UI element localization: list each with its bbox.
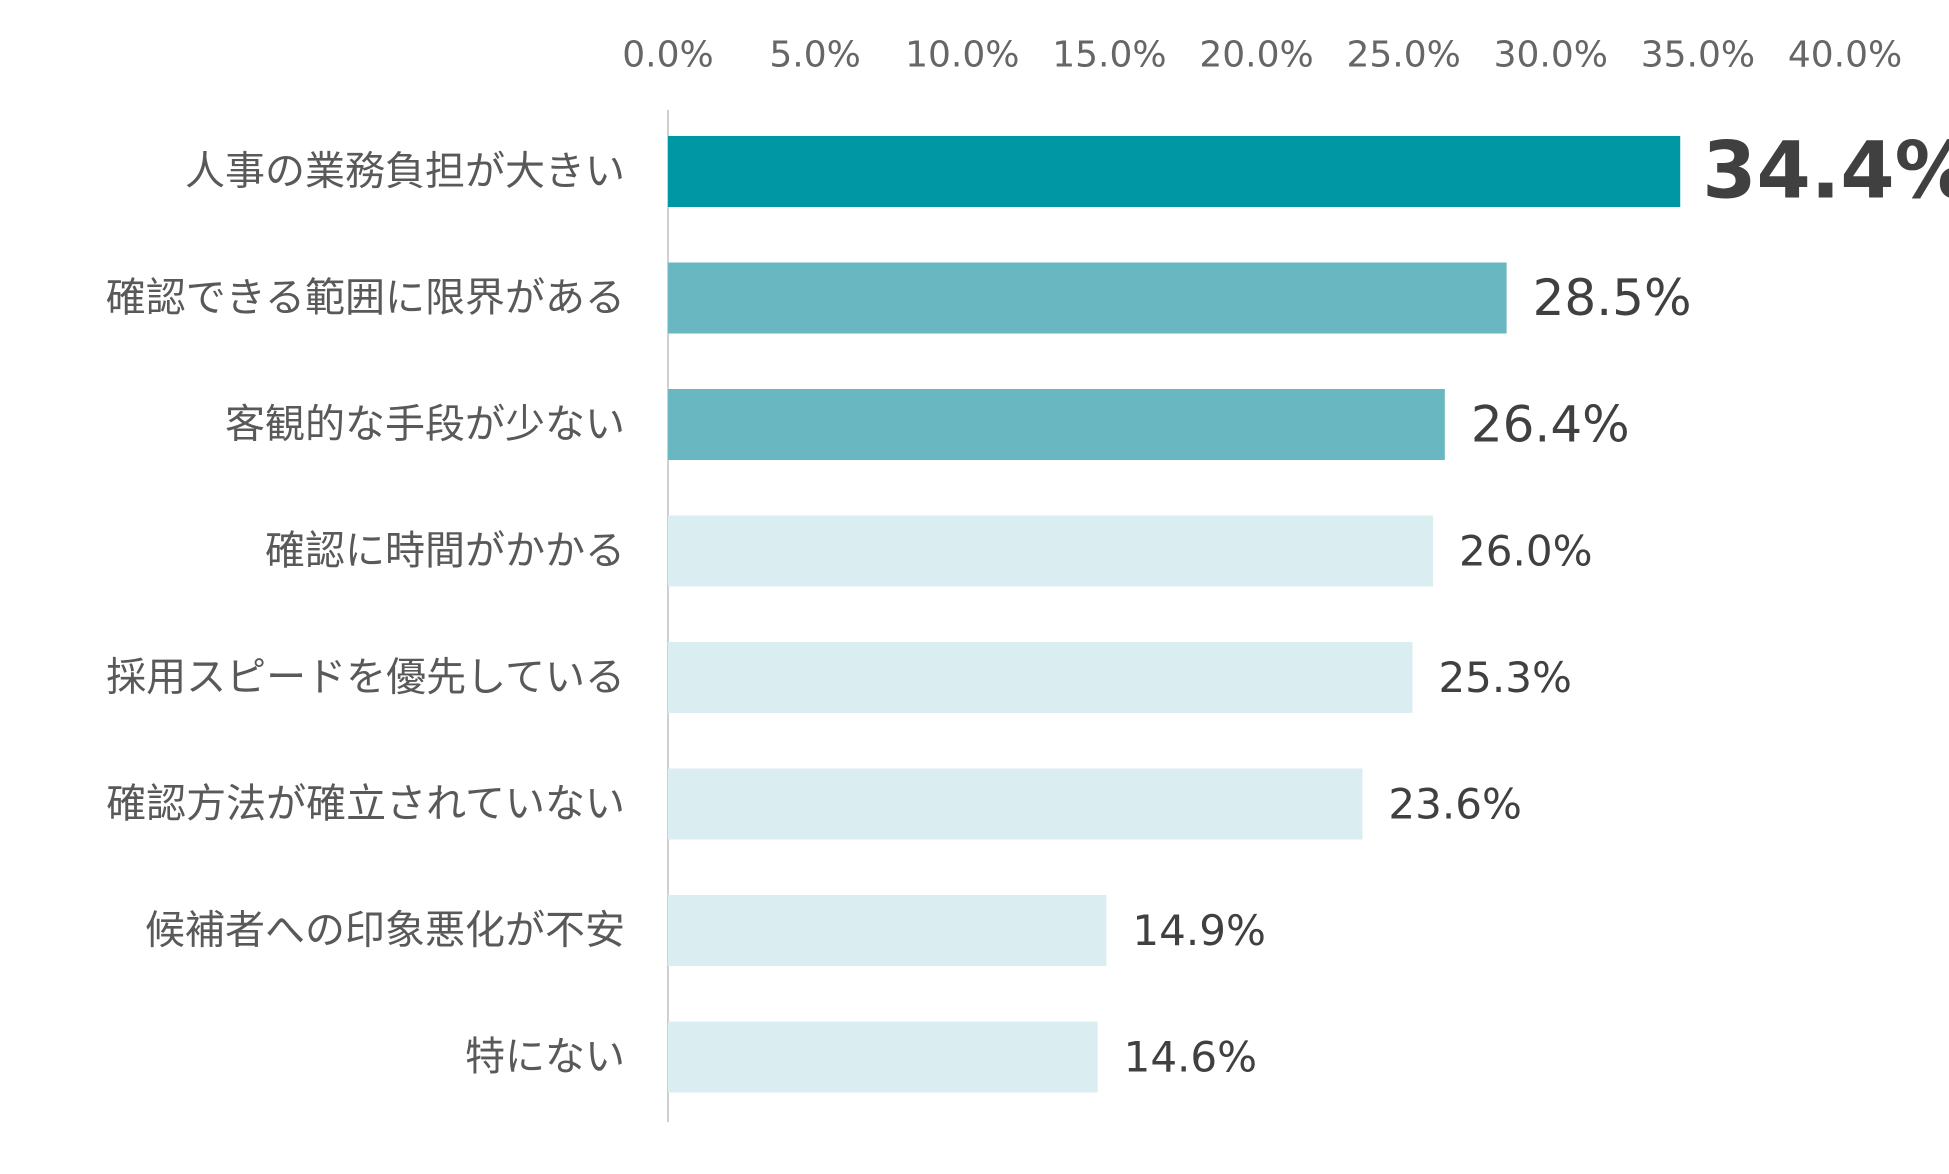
x-tick-label: 30.0%	[1494, 35, 1608, 76]
x-tick-label: 25.0%	[1346, 35, 1460, 76]
category-label: 確認に時間がかかる	[265, 528, 625, 574]
x-tick-label: 20.0%	[1199, 35, 1313, 76]
data-labels: 34.4%28.5% 26.4% 26.0% 25.3% 23.6% 14.9% 14.6%	[1124, 127, 1949, 1082]
data-label: 14.6%	[1124, 1033, 1257, 1082]
data-label: 23.6%	[1388, 780, 1521, 829]
bar	[668, 136, 1681, 207]
bar	[668, 768, 1363, 840]
category-labels: 人事の業務負担が大きい確認できる範囲に限界がある客観的な手段が少ない確認に時間が…	[106, 149, 625, 1081]
bar	[668, 1021, 1098, 1093]
data-label: 28.5%	[1533, 269, 1692, 327]
category-label: 客観的な手段が少ない	[225, 402, 625, 448]
bars	[668, 136, 1681, 1093]
x-tick-label: 15.0%	[1052, 35, 1166, 76]
category-label: 採用スピードを優先している	[106, 655, 625, 701]
bar	[668, 515, 1434, 587]
category-label: 候補者への印象悪化が不安	[145, 908, 625, 954]
bar	[668, 389, 1445, 460]
x-tick-label: 0.0%	[622, 35, 713, 76]
x-axis-ticks: 0.0% 5.0% 10.0% 15.0% 20.0% 25.0% 30.0% 35.0% 40…	[622, 35, 1902, 76]
category-label: 人事の業務負担が大きい	[185, 149, 625, 195]
bar	[668, 262, 1507, 334]
x-tick-label: 10.0%	[905, 35, 1019, 76]
category-label: 確認できる範囲に限界がある	[106, 275, 625, 321]
category-label: 特にない	[465, 1034, 625, 1080]
data-label: 14.9%	[1132, 906, 1265, 955]
x-tick-label: 40.0%	[1788, 35, 1902, 76]
x-tick-label: 5.0%	[769, 35, 860, 76]
bar	[668, 895, 1107, 966]
data-label: 26.4%	[1471, 396, 1630, 454]
bar	[668, 642, 1413, 713]
data-label: 34.4%	[1702, 127, 1949, 217]
x-tick-label: 35.0%	[1641, 35, 1755, 76]
data-label: 26.0%	[1459, 527, 1592, 576]
category-label: 確認方法が確立されていない	[106, 781, 625, 827]
data-label: 25.3%	[1438, 653, 1571, 702]
